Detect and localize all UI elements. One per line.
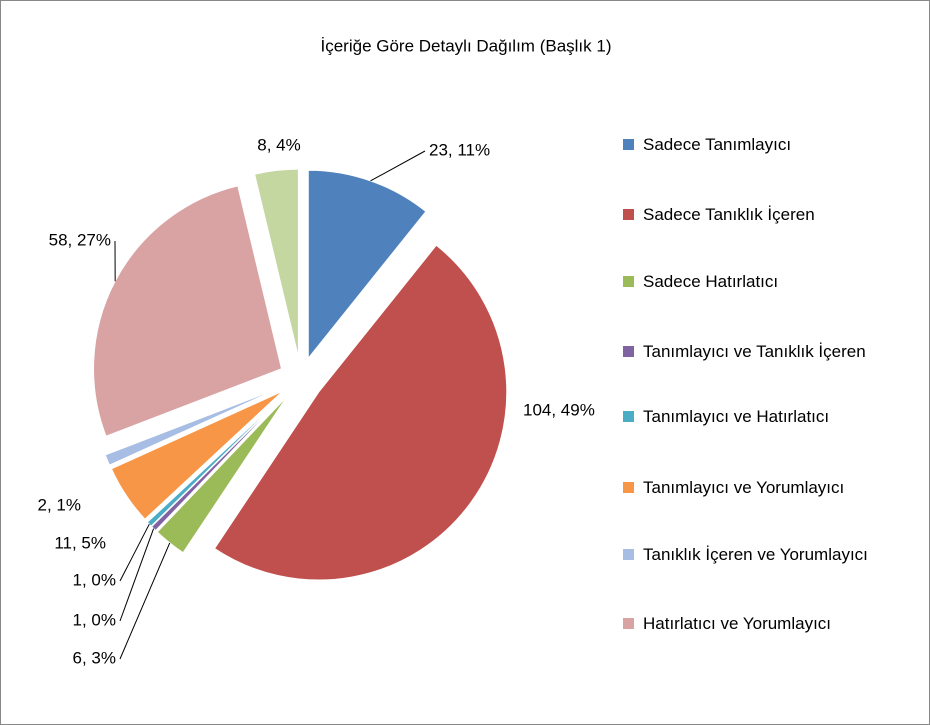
legend-entry: Hatırlatıcı ve Yorumlayıcı (623, 613, 903, 635)
data-label: 11, 5% (54, 533, 106, 552)
leader-line (119, 542, 171, 660)
legend-entry: Sadece Hatırlatıcı (623, 271, 903, 293)
data-label: 58, 27% (49, 230, 111, 249)
data-label: 8, 4% (257, 135, 300, 154)
data-label: 1, 0% (73, 610, 116, 629)
pie-slice (156, 395, 288, 554)
data-label: 6, 3% (73, 648, 116, 667)
data-label: 2, 1% (38, 495, 81, 514)
legend-entry: Tanımlayıcı ve Yorumlayıcı (623, 477, 903, 499)
pie-slice (254, 168, 299, 358)
legend-entry: Sadece Tanıklık İçeren (623, 204, 903, 226)
data-label: 23, 11% (429, 140, 490, 159)
legend-swatch (623, 549, 634, 560)
legend-label: Sadece Tanımlayıcı (643, 135, 792, 154)
legend-label: Tanıklık İçeren ve Yorumlayıcı (643, 545, 868, 564)
legend-entry: Tanımlayıcı ve Hatırlatıcı (623, 406, 903, 428)
legend-swatch (623, 411, 634, 422)
data-label: 1, 0% (73, 570, 116, 589)
pie-slice (93, 185, 283, 437)
legend-entry: Tanıklık İçeren ve Yorumlayıcı (623, 544, 903, 566)
legend-entry: Tanımlayıcı ve Tanıklık İçeren (623, 341, 903, 363)
leader-line (370, 150, 426, 182)
legend-swatch (623, 618, 634, 629)
legend-label: Sadece Tanıklık İçeren (643, 205, 815, 224)
legend-label: Sadece Hatırlatıcı (643, 272, 779, 291)
legend-swatch (623, 346, 634, 357)
chart-title: İçeriğe Göre Detaylı Dağılım (Başlık 1) (321, 36, 612, 55)
leader-line (119, 523, 150, 582)
legend-label: Tanımlayıcı ve Hatırlatıcı (643, 407, 830, 426)
legend-swatch (623, 209, 634, 220)
legend-swatch (623, 139, 634, 150)
legend-label: Hatırlatıcı ve Yorumlayıcı (643, 614, 832, 633)
pie-slice (146, 393, 286, 527)
legend-entry: Sadece Tanımlayıcı (623, 134, 903, 156)
pie-slice (104, 387, 281, 466)
leader-line (119, 528, 155, 622)
legend-swatch (623, 482, 634, 493)
data-label: 104, 49% (523, 400, 595, 419)
legend-label: Tanımlayıcı ve Yorumlayıcı (643, 478, 845, 497)
legend-swatch (623, 276, 634, 287)
pie-slice (110, 390, 284, 520)
pie-slice (213, 244, 508, 581)
legend-label: Tanımlayıcı ve Tanıklık İçeren (643, 342, 866, 361)
